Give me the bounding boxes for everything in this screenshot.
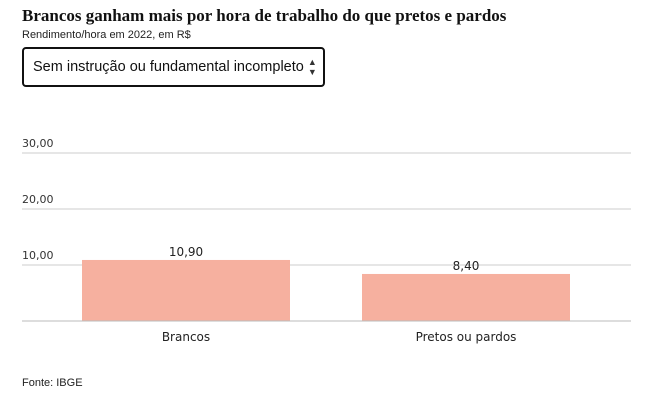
x-tick-label: Pretos ou pardos	[416, 330, 517, 344]
y-tick-label: 10,00	[22, 249, 54, 262]
bar	[82, 259, 290, 321]
data-label: 10,90	[169, 245, 203, 259]
chart-title: Brancos ganham mais por hora de trabalho…	[22, 6, 507, 25]
source-note: Fonte: IBGE	[22, 377, 83, 389]
education-level-select[interactable]: Sem instrução ou fundamental incompleto …	[22, 47, 325, 87]
bar	[362, 273, 570, 321]
y-tick-label: 30,00	[22, 137, 54, 150]
x-tick-label: Brancos	[162, 330, 210, 344]
select-value: Sem instrução ou fundamental incompleto	[33, 59, 304, 75]
y-tick-label: 20,00	[22, 193, 54, 206]
bar-chart: 10,00 20,00 30,00 10,90 Brancos 8,40 Pretos ou…	[22, 137, 631, 344]
sort-arrows-icon: ▲ ▼	[307, 57, 317, 77]
data-label: 8,40	[453, 259, 480, 273]
chart-subtitle: Rendimento/hora em 2022, em R$	[22, 29, 191, 41]
